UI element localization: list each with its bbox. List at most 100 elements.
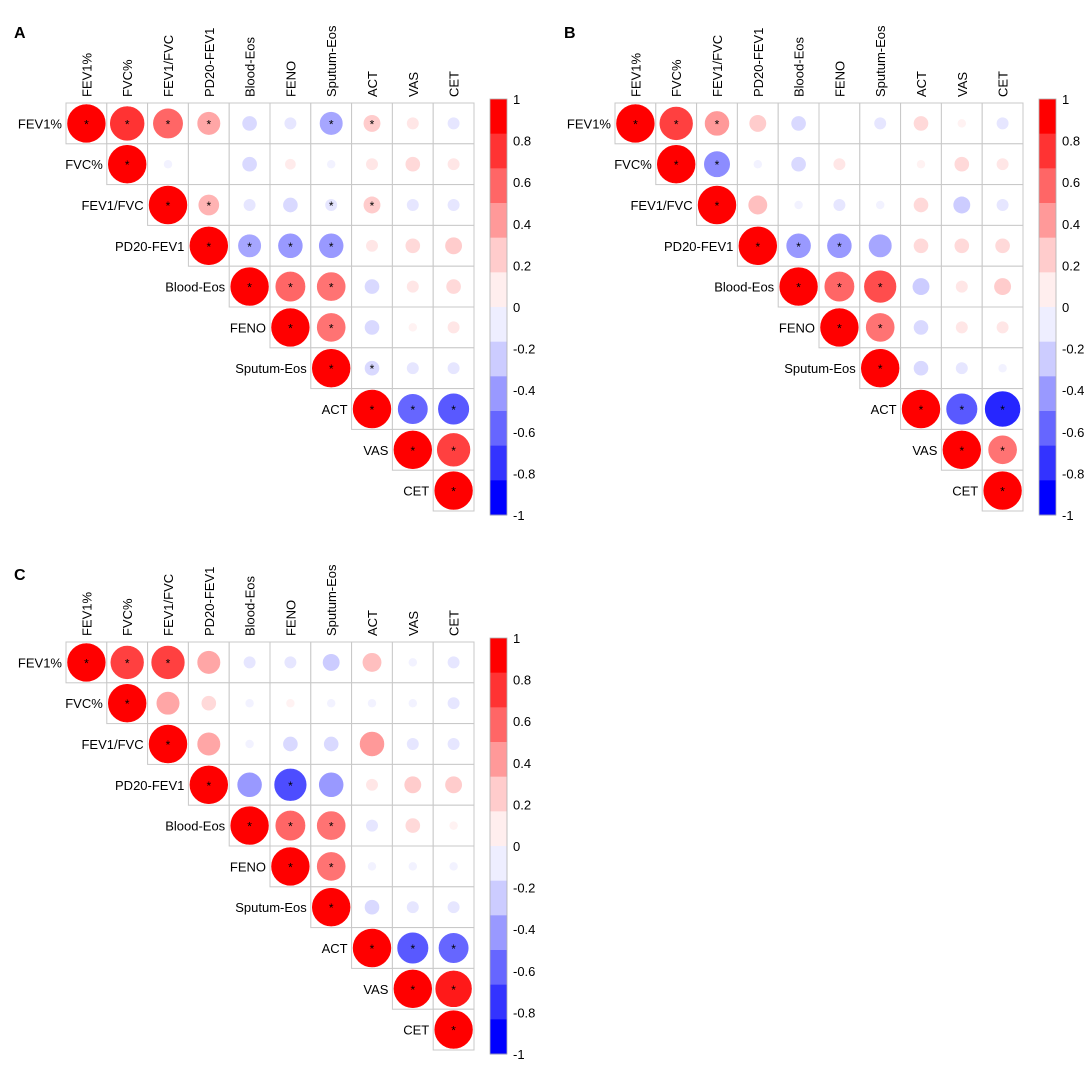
column-label: ACT [914,71,929,97]
corr-circle [955,321,968,334]
significance-star: * [329,362,334,376]
corr-circle [197,732,221,756]
corr-circle [994,278,1012,296]
significance-star: * [288,820,293,834]
legend-swatch [1039,445,1056,481]
legend-tick-label: 0.6 [513,714,531,729]
corr-circle [151,645,185,680]
significance-star: * [84,656,89,670]
legend-tick-label: -1 [513,508,525,523]
legend-tick-label: -0.4 [513,383,535,398]
corr-circle [953,196,971,214]
significance-star: * [674,117,679,131]
significance-star: * [919,403,924,417]
corr-circle [271,308,310,347]
corr-circle [197,111,221,135]
corr-circle [406,199,419,211]
corr-circle [996,199,1009,211]
corr-circle [404,776,422,794]
legend-tick-label: 0.2 [513,258,531,273]
corr-circle [405,238,421,254]
corr-circle [447,697,460,710]
corr-circle [286,698,295,708]
corr-circle [864,270,897,303]
row-label: VAS [363,982,388,997]
corr-circle [198,194,220,216]
corr-circle [659,106,693,141]
significance-star: * [715,199,720,213]
panel-letter: A [14,25,26,42]
row-label: FVC% [65,157,103,172]
legend-swatch [490,880,507,916]
corr-circle [393,969,432,1008]
column-label: ACT [365,610,380,636]
significance-star: * [796,240,801,254]
legend-tick-label: 0.2 [1062,258,1080,273]
significance-star: * [370,403,375,417]
legend-swatch [490,638,507,674]
corr-circle [779,267,818,306]
column-label: FENO [283,61,298,97]
row-label: Blood-Eos [165,280,225,295]
significance-star: * [329,321,334,335]
significance-star: * [125,117,130,131]
column-label: FVC% [669,59,684,97]
corr-circle [874,117,887,130]
grid-cell [432,845,475,888]
panel-a: A * * * * * * * * * * * * * * * * * * * * * * * * * * * * FEV1% FVC% FE… [14,25,535,523]
corr-circle [397,394,428,424]
significance-star: * [674,158,679,172]
significance-star: * [837,281,842,295]
corr-circle [326,698,336,708]
legend-tick-label: -0.6 [513,964,535,979]
significance-star: * [288,240,293,254]
column-label: Blood-Eos [243,576,258,636]
corr-circle [274,768,307,801]
legend-swatch [1039,376,1056,412]
significance-star: * [166,117,171,131]
row-label: FEV1/FVC [81,737,143,752]
column-label: Sputum-Eos [873,25,888,97]
legend-swatch [490,1019,507,1055]
corr-circle [285,158,296,170]
legend-tick-label: 1 [513,631,520,646]
corr-circle [833,199,846,211]
column-label: VAS [406,611,421,636]
column-label: VAS [406,72,421,97]
significance-star: * [451,403,456,417]
legend-swatch [1039,99,1056,135]
corr-circle [271,847,310,886]
corr-circle [275,271,306,302]
corr-circle [946,393,978,425]
color-legend: 1 0.8 0.6 0.4 0.2 0 -0.2 -0.4 -0.6 -0.8 -1 [489,92,535,523]
row-label: FVC% [65,696,103,711]
significance-star: * [166,738,171,752]
legend-swatch [1039,203,1056,239]
significance-star: * [288,860,293,874]
column-label: FVC% [120,59,135,97]
row-label: VAS [912,443,937,458]
significance-star: * [370,117,375,131]
column-label: VAS [955,72,970,97]
grid-cell [981,265,1024,308]
legend-tick-label: 0.8 [513,134,531,149]
corr-circle [996,117,1009,130]
corr-circle [434,471,473,510]
column-label: FVC% [120,598,135,636]
legend-border [489,637,508,1055]
legend-tick-label: 0.6 [513,175,531,190]
legend-swatch [1039,237,1056,273]
significance-star: * [959,403,964,417]
significance-star: * [370,199,375,213]
corr-circle [278,233,303,259]
significance-star: * [166,199,171,213]
significance-star: * [837,321,842,335]
significance-star: * [84,117,89,131]
row-label: Blood-Eos [714,280,774,295]
column-label: PD20-FEV1 [202,28,217,97]
significance-star: * [796,281,801,295]
corr-circle [827,233,852,259]
corr-circle [245,698,254,708]
corr-circle [749,114,767,132]
